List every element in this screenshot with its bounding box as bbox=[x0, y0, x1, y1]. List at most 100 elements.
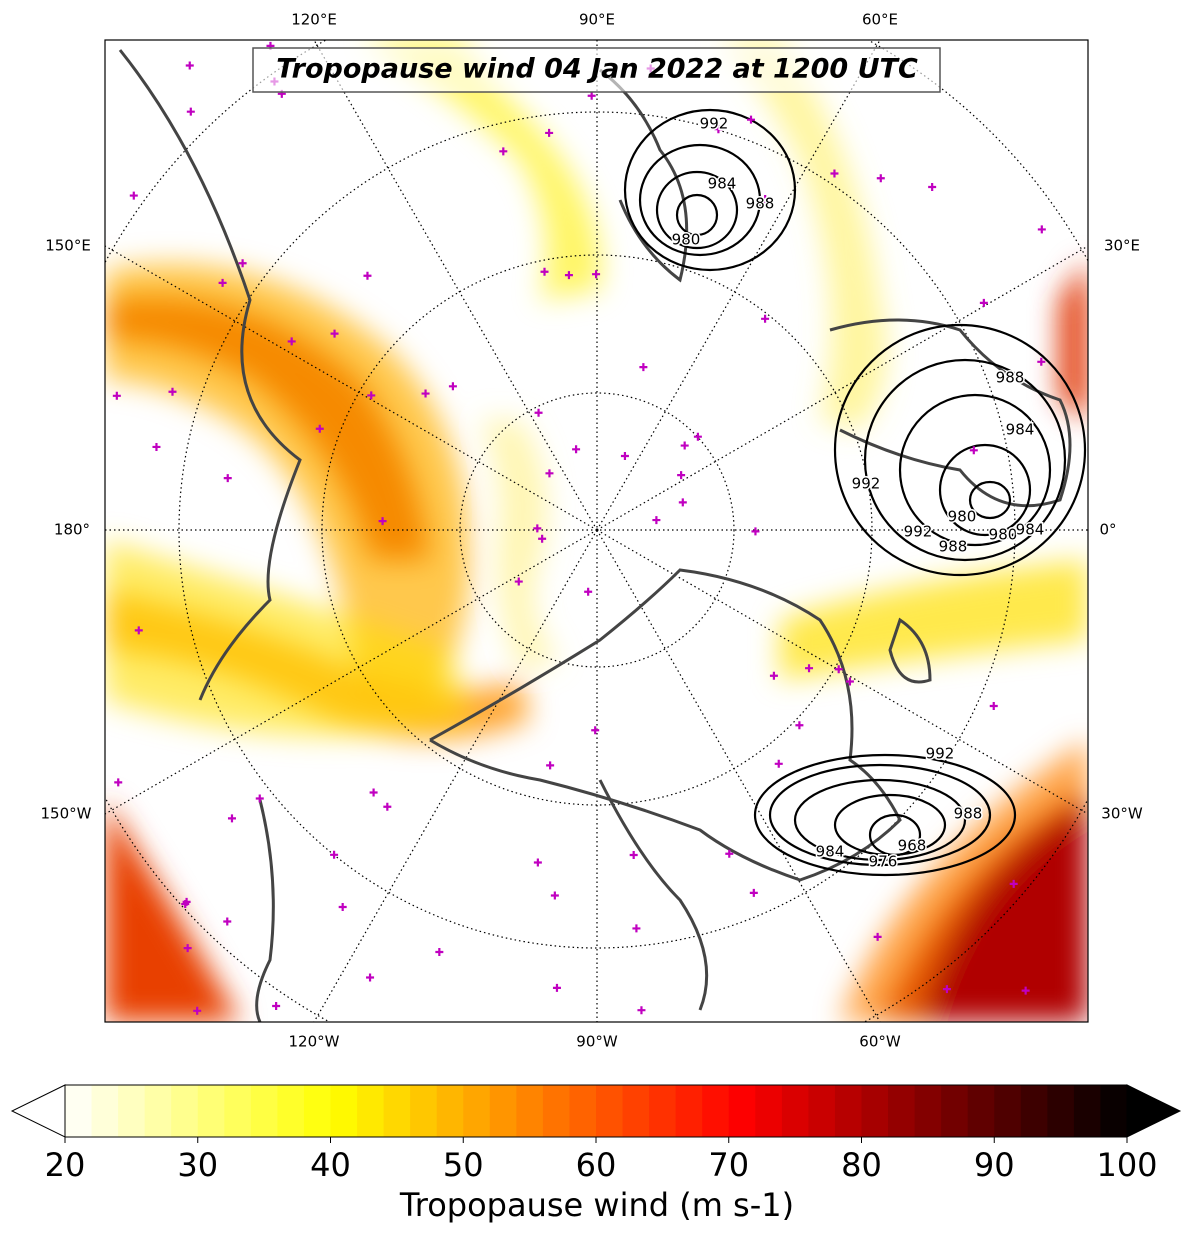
contour-label: 984 bbox=[1006, 421, 1035, 439]
station-marker bbox=[1009, 879, 1018, 888]
station-marker bbox=[181, 900, 190, 909]
station-marker bbox=[629, 850, 638, 859]
station-marker bbox=[435, 948, 444, 957]
colorbar-segment bbox=[649, 1085, 677, 1137]
station-marker bbox=[1021, 986, 1030, 995]
colorbar-segment bbox=[224, 1085, 252, 1137]
station-marker bbox=[183, 944, 192, 953]
title-box bbox=[252, 47, 941, 93]
colorbar-segment bbox=[516, 1085, 544, 1137]
station-marker bbox=[338, 903, 347, 912]
station-marker bbox=[591, 726, 600, 735]
station-marker bbox=[714, 125, 723, 134]
colorbar-segment bbox=[861, 1085, 889, 1137]
station-marker bbox=[330, 329, 339, 338]
station-marker bbox=[272, 1001, 281, 1010]
station-marker bbox=[448, 382, 457, 391]
station-marker bbox=[223, 917, 232, 926]
contour-label: 984 bbox=[708, 175, 737, 193]
colorbar-segment bbox=[702, 1085, 730, 1137]
map: 9929849889809889849929809809849929889929… bbox=[105, 40, 1088, 1022]
colorbar-segment bbox=[888, 1085, 916, 1137]
graticule-label: 150°E bbox=[45, 237, 91, 255]
colorbar-segment bbox=[171, 1085, 199, 1137]
colorbar-tick-label: 100 bbox=[1096, 1146, 1157, 1184]
station-marker bbox=[678, 498, 687, 507]
station-marker bbox=[637, 1006, 646, 1015]
colorbar-extend-high bbox=[1126, 1084, 1182, 1138]
colorbar-segment bbox=[808, 1085, 836, 1137]
colorbar-segment bbox=[569, 1085, 597, 1137]
colorbar-segment bbox=[118, 1085, 146, 1137]
contour-label: 988 bbox=[954, 805, 983, 823]
station-marker bbox=[514, 577, 523, 586]
station-marker bbox=[227, 814, 236, 823]
colorbar-segment bbox=[834, 1085, 863, 1137]
station-marker bbox=[238, 259, 247, 268]
colorbar-tick-label: 50 bbox=[443, 1146, 484, 1184]
station-marker bbox=[769, 671, 778, 680]
station-marker bbox=[1037, 225, 1046, 234]
station-marker bbox=[584, 587, 593, 596]
station-marker bbox=[534, 408, 543, 417]
station-marker bbox=[287, 337, 296, 346]
graticule-label: 60°W bbox=[859, 1033, 901, 1051]
station-marker bbox=[572, 445, 581, 454]
station-marker bbox=[538, 534, 547, 543]
station-marker bbox=[928, 182, 937, 191]
graticule bbox=[105, 40, 1088, 1022]
colorbar-segment bbox=[1020, 1085, 1048, 1137]
station-marker bbox=[830, 169, 839, 178]
station-marker bbox=[587, 91, 596, 100]
contour-label: 992 bbox=[904, 523, 933, 541]
graticule-label: 150°W bbox=[41, 805, 92, 823]
station-marker bbox=[761, 195, 770, 204]
station-marker bbox=[550, 891, 559, 900]
pressure-contours bbox=[623, 108, 1087, 877]
station-marker bbox=[186, 107, 195, 116]
graticule-label: 30°E bbox=[1104, 237, 1140, 255]
colorbar-segment bbox=[383, 1085, 411, 1137]
colorbar-segment bbox=[463, 1085, 491, 1137]
colorbar-segment bbox=[250, 1085, 278, 1137]
station-marker bbox=[979, 298, 988, 307]
colorbar-segment bbox=[675, 1085, 703, 1137]
station-marker bbox=[378, 517, 387, 526]
colorbar-segment bbox=[1073, 1085, 1102, 1137]
station-marker bbox=[218, 278, 227, 287]
graticule-label: 90°E bbox=[579, 11, 615, 29]
station-marker bbox=[639, 363, 648, 372]
station-marker bbox=[942, 985, 951, 994]
colorbar-segment bbox=[542, 1085, 571, 1137]
station-marker bbox=[383, 802, 392, 811]
station-marker bbox=[749, 888, 758, 897]
station-marker bbox=[185, 61, 194, 70]
colorbar-segment bbox=[994, 1085, 1022, 1137]
contour-label: 988 bbox=[939, 538, 968, 556]
station-marker bbox=[632, 924, 641, 933]
colorbar-segment bbox=[410, 1085, 438, 1137]
colorbar-segment bbox=[197, 1085, 225, 1137]
colorbar-segment bbox=[941, 1085, 969, 1137]
station-marker bbox=[652, 516, 661, 525]
wind-field bbox=[105, 40, 1088, 1022]
colorbar-segment bbox=[728, 1085, 756, 1137]
colorbar-segment bbox=[65, 1085, 93, 1137]
station-marker bbox=[223, 474, 232, 483]
station-marker bbox=[751, 527, 760, 536]
station-marker bbox=[761, 314, 770, 323]
graticule-label: 180° bbox=[54, 521, 90, 539]
station-marker bbox=[805, 664, 814, 673]
station-marker bbox=[112, 391, 121, 400]
station-marker bbox=[168, 387, 177, 396]
station-marker bbox=[255, 794, 264, 803]
colorbar-tick-label: 60 bbox=[576, 1146, 617, 1184]
colorbar-tick-label: 40 bbox=[310, 1146, 351, 1184]
stations bbox=[112, 41, 1046, 1015]
graticule-label: 60°E bbox=[862, 11, 898, 29]
station-marker bbox=[989, 701, 998, 710]
contour-label: 980 bbox=[989, 526, 1018, 544]
coastlines bbox=[118, 49, 1072, 1022]
station-marker bbox=[193, 1006, 202, 1015]
